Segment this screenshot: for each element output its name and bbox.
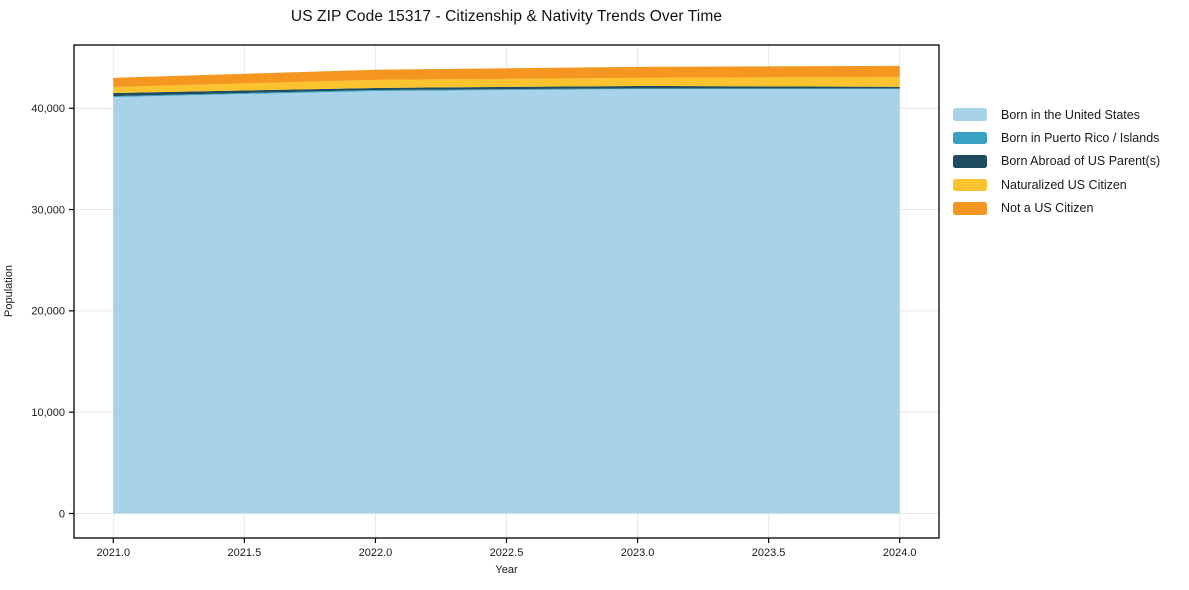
x-tick-label: 2024.0 (883, 547, 917, 559)
y-tick-label: 30,000 (31, 204, 65, 216)
legend-label: Born Abroad of US Parent(s) (1001, 154, 1161, 169)
area-series-4 (113, 65, 900, 87)
legend-label: Not a US Citizen (1001, 201, 1094, 216)
area-series-0 (113, 88, 900, 514)
area-series-3 (113, 76, 900, 94)
y-tick-label: 0 (59, 508, 65, 520)
legend-swatch (953, 155, 987, 168)
x-tick-label: 2021.0 (96, 547, 130, 559)
legend-swatch (953, 108, 987, 121)
x-axis-label: Year (495, 564, 518, 576)
legend-label: Naturalized US Citizen (1001, 177, 1127, 192)
area-series-1 (113, 88, 900, 98)
chart-title: US ZIP Code 15317 - Citizenship & Nativi… (290, 8, 723, 25)
legend-swatch (953, 178, 987, 192)
legend: Born in the United States Born in Puerto … (953, 103, 1160, 220)
x-tick-label: 2022.0 (359, 547, 393, 559)
legend-item: Naturalized US Citizen (953, 173, 1160, 196)
legend-label: Born in Puerto Rico / Islands (1001, 131, 1160, 146)
legend-item: Not a US Citizen (953, 197, 1160, 220)
x-tick-label: 2022.5 (490, 547, 524, 559)
x-tick-label: 2023.5 (752, 547, 786, 559)
y-tick-label: 20,000 (31, 306, 65, 318)
x-tick-label: 2021.5 (228, 547, 262, 559)
y-tick-label: 10,000 (31, 407, 65, 419)
x-tick-label: 2023.0 (621, 547, 655, 559)
legend-item: Born in Puerto Rico / Islands (953, 126, 1160, 149)
legend-item: Born in the United States (953, 103, 1160, 126)
legend-label: Born in the United States (1001, 107, 1140, 122)
legend-swatch (953, 202, 987, 215)
area-series-2 (113, 85, 900, 97)
legend-swatch (953, 131, 987, 145)
y-tick-label: 40,000 (31, 103, 65, 115)
legend-item: Born Abroad of US Parent(s) (953, 150, 1160, 173)
